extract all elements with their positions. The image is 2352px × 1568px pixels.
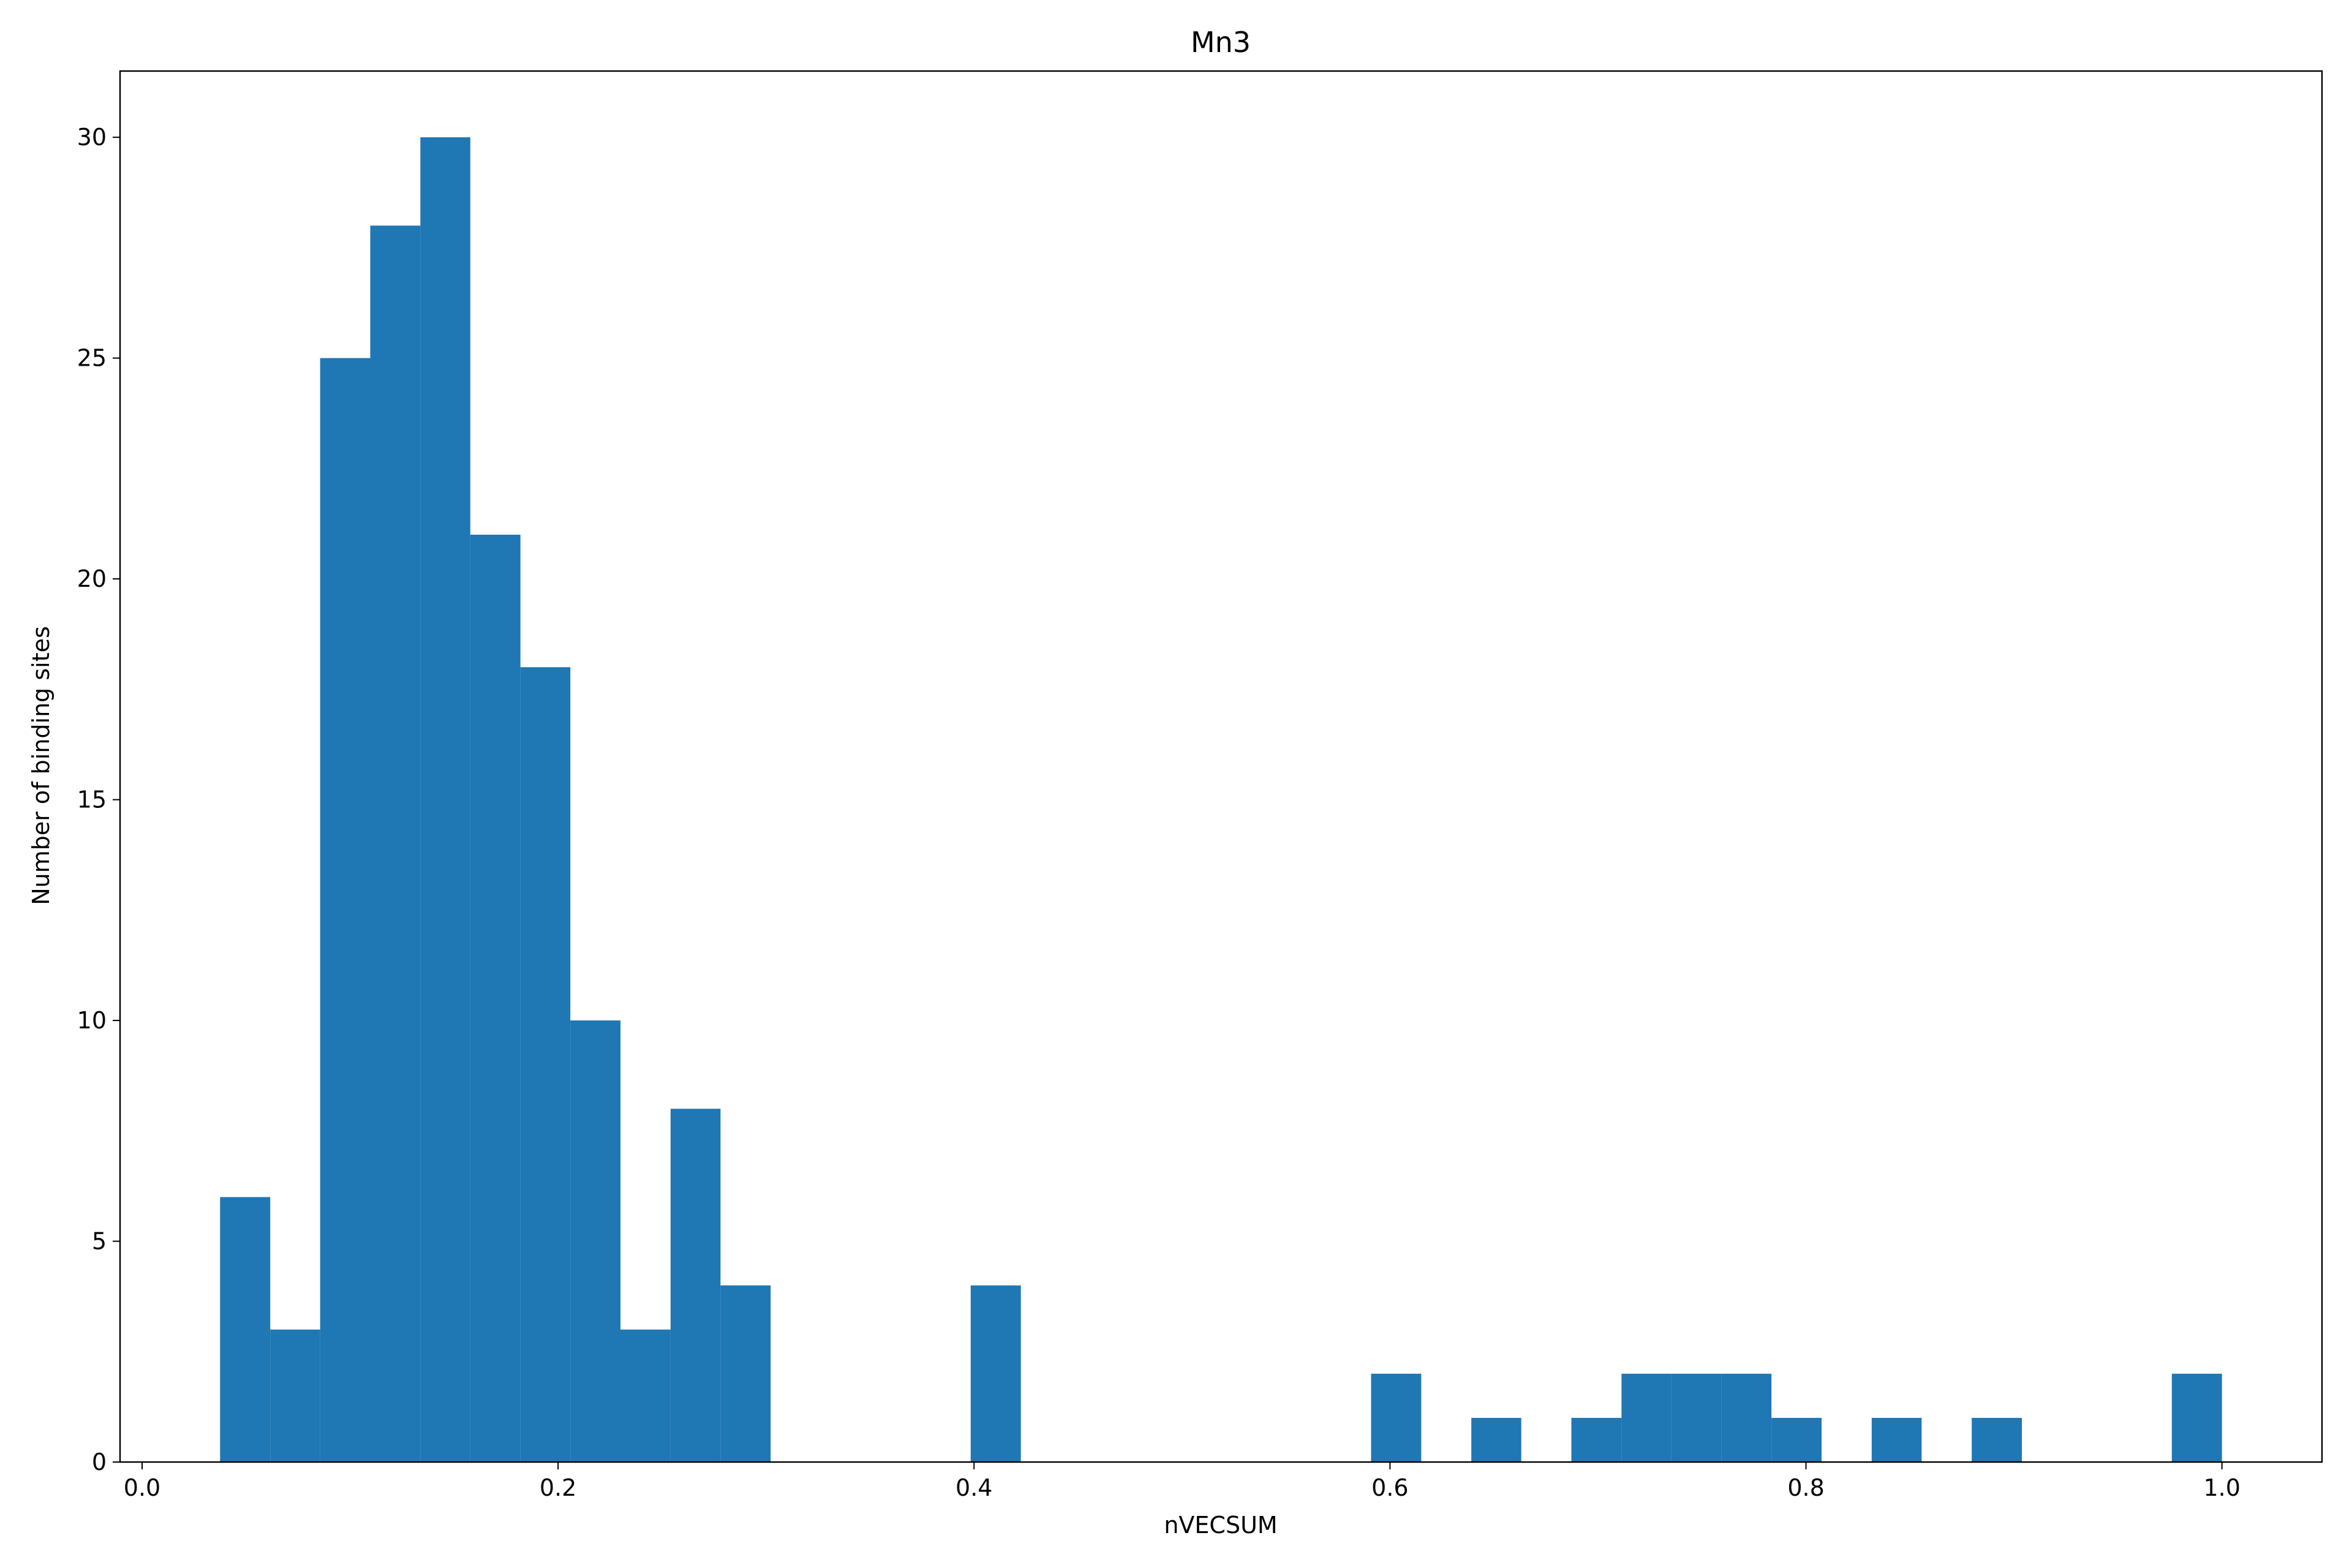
bar [220,1197,271,1462]
x-tick-label: 1.0 [2203,1474,2240,1501]
y-tick-label: 5 [92,1228,107,1255]
bar [620,1329,671,1462]
x-tick-label: 0.6 [1371,1474,1408,1501]
bar [520,667,571,1462]
bar [1471,1417,1521,1462]
x-tick-label: 0.4 [956,1474,992,1501]
y-tick-label: 30 [77,124,107,151]
y-tick-label: 25 [77,345,107,372]
bar [1871,1417,1922,1462]
bar [420,137,470,1463]
bar [1371,1373,1422,1462]
bar [1621,1373,1672,1462]
bar [720,1285,771,1462]
bar [570,1020,620,1462]
bar [1771,1417,1822,1462]
x-tick-label: 0.0 [124,1474,160,1501]
bar [670,1109,721,1462]
plot-frame [119,70,2323,1463]
x-tick-label: 0.2 [540,1474,576,1501]
x-axis-label: nVECSUM [1164,1512,1277,1539]
chart-title: Mn3 [1191,26,1251,59]
bar [1571,1417,1622,1462]
bar [270,1329,320,1462]
bar [1972,1417,2022,1462]
bar [320,358,371,1462]
y-tick-label: 20 [77,565,107,592]
bar [470,535,521,1462]
bar [370,225,421,1462]
bar [1671,1373,1722,1462]
x-tick-label: 0.8 [1787,1474,1824,1501]
y-tick-label: 15 [77,786,107,813]
bar [1721,1373,1772,1462]
y-tick-label: 0 [92,1449,107,1476]
bar [2171,1373,2222,1462]
bar [970,1285,1021,1462]
y-axis-label: Number of binding sites [28,626,55,905]
y-tick-label: 10 [77,1007,107,1034]
